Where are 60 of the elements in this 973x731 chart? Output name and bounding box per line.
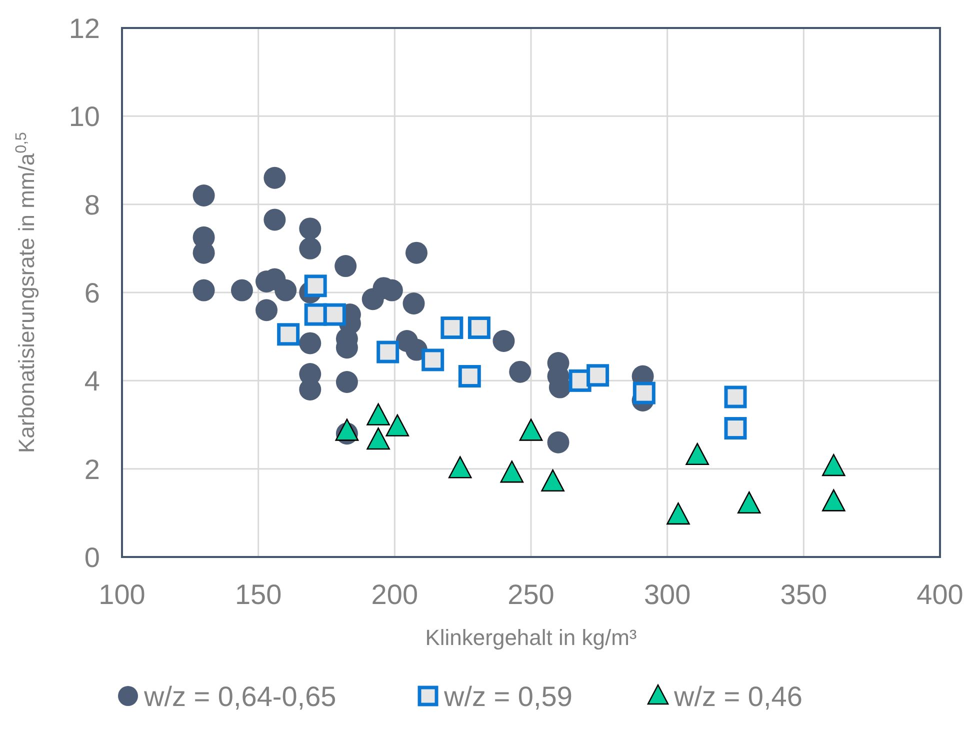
x-tick-label: 150	[234, 579, 282, 610]
point	[299, 237, 322, 260]
point	[822, 489, 846, 512]
legend-label: w/z = 0,59	[443, 681, 572, 712]
point	[366, 403, 390, 426]
point	[541, 469, 564, 492]
point	[386, 414, 410, 436]
point	[336, 370, 358, 393]
point	[323, 303, 346, 326]
point	[547, 431, 570, 454]
legend-label: w/z = 0,46	[673, 681, 802, 712]
point	[666, 502, 690, 525]
point	[458, 365, 481, 388]
point	[277, 323, 300, 346]
y-tick-label: 8	[84, 189, 100, 220]
point	[335, 418, 359, 441]
point	[448, 456, 472, 478]
point	[632, 382, 656, 404]
y-tick-label: 10	[68, 101, 100, 132]
y-tick-label: 0	[84, 542, 100, 573]
point	[519, 418, 543, 441]
x-tick-label: 250	[508, 579, 554, 610]
point	[422, 348, 444, 372]
point	[264, 166, 286, 189]
point	[737, 491, 761, 514]
y-tick-label: 12	[68, 13, 100, 44]
point	[192, 279, 215, 302]
y-tick-label: 6	[84, 278, 100, 308]
point	[440, 316, 464, 340]
point	[299, 332, 322, 354]
legend-label: w/z = 0,64-0,65	[143, 681, 336, 712]
point	[402, 292, 425, 315]
x-axis-title: Klinkergehalt in kg/m³	[425, 625, 637, 650]
x-tick-label: 400	[916, 579, 964, 610]
point	[230, 279, 253, 302]
point	[274, 279, 297, 302]
point	[376, 340, 400, 364]
point	[264, 208, 286, 231]
point	[586, 364, 610, 387]
point	[509, 360, 532, 383]
point	[724, 386, 747, 408]
point	[686, 442, 709, 466]
point	[822, 454, 846, 476]
point	[304, 274, 327, 298]
point	[256, 299, 278, 322]
x-tick-label: 300	[644, 579, 691, 610]
point	[500, 460, 524, 483]
point	[192, 184, 215, 207]
x-tick-label: 100	[98, 579, 146, 610]
y-tick-label: 4	[84, 366, 100, 397]
x-tick-label: 200	[371, 579, 418, 610]
point	[468, 316, 490, 340]
point	[334, 255, 357, 278]
point	[299, 218, 322, 240]
point	[366, 428, 390, 450]
y-tick-label: 2	[84, 454, 100, 485]
point	[724, 417, 747, 440]
point	[405, 242, 428, 264]
x-tick-label: 350	[780, 579, 828, 610]
point	[492, 330, 515, 352]
